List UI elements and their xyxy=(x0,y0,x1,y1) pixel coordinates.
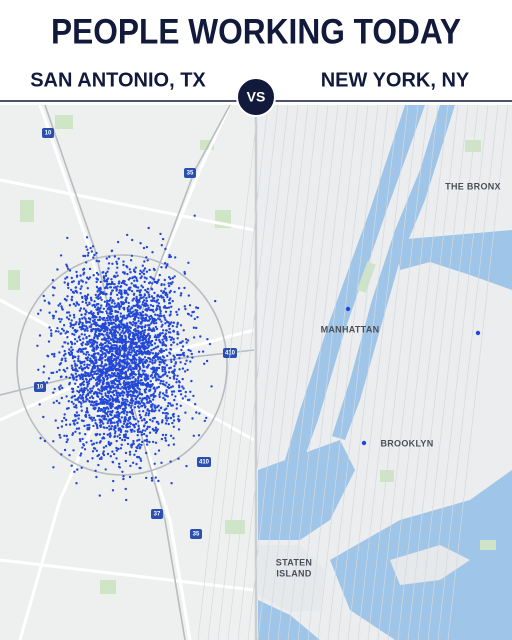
shield-label: 35 xyxy=(193,532,200,538)
street xyxy=(397,104,459,640)
shield-label: 10 xyxy=(45,131,52,137)
parks xyxy=(357,140,496,550)
street xyxy=(327,104,389,640)
san-antonio-map: 10 35 410 10 410 37 35 xyxy=(0,104,255,640)
street xyxy=(347,104,409,640)
street xyxy=(297,104,359,640)
place-label: MANHATTAN xyxy=(321,324,380,334)
new-york-map: THE BRONX MANHATTAN BROOKLYN STATEN ISLA… xyxy=(197,104,512,640)
street xyxy=(427,104,489,640)
street xyxy=(207,104,269,640)
left-label: SAN ANTONIO, TX xyxy=(30,69,206,91)
street xyxy=(197,104,259,640)
shield-label: 10 xyxy=(37,385,44,391)
street xyxy=(417,104,479,640)
street xyxy=(437,104,499,640)
street xyxy=(357,104,419,640)
street xyxy=(337,104,399,640)
shield-label: 37 xyxy=(154,512,161,518)
shield-label: 35 xyxy=(187,171,194,177)
street xyxy=(407,104,469,640)
right-label: NEW YORK, NY xyxy=(321,69,470,91)
worker-dots xyxy=(36,214,217,502)
street xyxy=(267,104,329,640)
place-label: STATEN xyxy=(276,557,312,567)
highways xyxy=(0,104,255,640)
street xyxy=(217,104,279,640)
street xyxy=(237,104,299,640)
street xyxy=(447,104,509,640)
street xyxy=(227,104,289,640)
street xyxy=(387,104,449,640)
street xyxy=(307,104,369,640)
vs-badge xyxy=(236,77,276,117)
street xyxy=(317,104,379,640)
street xyxy=(377,104,439,640)
islands xyxy=(258,545,470,612)
street xyxy=(257,104,319,640)
street xyxy=(247,104,309,640)
vs-text: VS xyxy=(247,89,266,105)
street xyxy=(287,104,349,640)
street xyxy=(277,104,339,640)
place-label: THE BRONX xyxy=(445,181,501,191)
street-grid xyxy=(197,104,509,640)
worker-dots xyxy=(345,306,481,446)
place-label: ISLAND xyxy=(276,568,311,578)
place-label: BROOKLYN xyxy=(380,438,433,448)
street xyxy=(367,104,429,640)
title: PEOPLE WORKING TODAY xyxy=(51,12,461,51)
shield-label: 410 xyxy=(199,460,210,466)
